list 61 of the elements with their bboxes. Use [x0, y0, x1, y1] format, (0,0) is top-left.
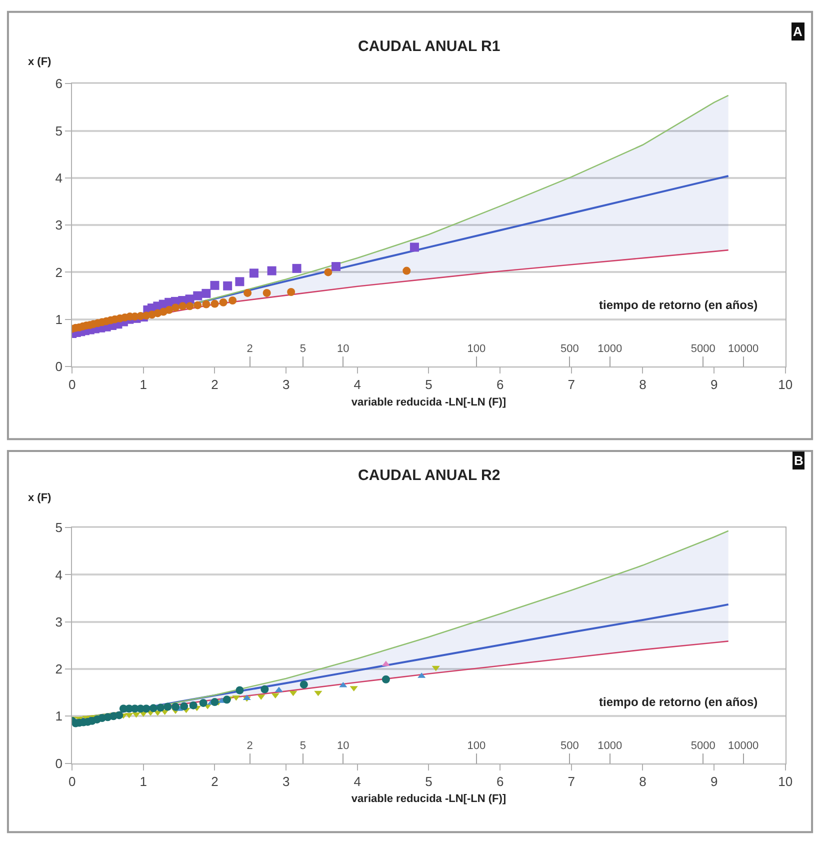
x2-tick-label: 5: [300, 343, 306, 356]
y-tick-label: 5: [55, 123, 62, 138]
y-axis-title: x (F): [28, 56, 52, 68]
x2-tick-label: 2: [246, 343, 253, 356]
x-tick-label: 5: [425, 377, 432, 392]
y-axis-title: x (F): [28, 492, 52, 504]
y-tick-label: 1: [55, 312, 62, 327]
x-tick-label: 7: [568, 774, 576, 789]
y-tick-label: 3: [55, 614, 62, 630]
x-tick-label: 9: [710, 774, 718, 789]
x2-tick-label: 5000: [690, 740, 716, 752]
x2-tick-label: 1000: [598, 343, 622, 356]
x2-tick-label: 500: [560, 740, 579, 752]
x-tick-label: 8: [639, 377, 646, 392]
x-tick-label: 4: [354, 774, 362, 789]
y-tick-label: 2: [55, 662, 62, 677]
x-tick-label: 8: [639, 774, 646, 789]
text: B: [794, 453, 804, 468]
x2-tick-label: 10000: [728, 740, 759, 752]
annotation: tiempo de retorno (en años): [599, 695, 758, 709]
x2-tick-label: 2: [246, 740, 253, 752]
x-tick-label: 5: [425, 774, 432, 789]
x-tick-label: 3: [282, 377, 290, 392]
x2-tick-label: 10: [336, 740, 350, 752]
x2-tick-label: 1000: [598, 740, 622, 752]
y-tick-label: 6: [55, 76, 62, 92]
x2-tick-label: 100: [467, 343, 486, 356]
x-tick-label: 4: [354, 377, 362, 392]
x2-tick-label: 10000: [728, 343, 759, 356]
x2-tick-label: 500: [560, 343, 579, 356]
y-tick-label: 0: [55, 756, 62, 771]
x-tick-label: 10: [778, 774, 793, 789]
chart-title: CAUDAL ANUAL R1: [358, 38, 500, 55]
y-tick-label: 5: [55, 520, 62, 536]
x-axis-title: variable reducida -LN[-LN (F)]: [351, 793, 506, 806]
x-tick-label: 7: [568, 377, 576, 392]
x-tick-label: 6: [496, 774, 504, 789]
x-tick-label: 9: [710, 377, 718, 392]
text: A: [793, 24, 803, 39]
x2-tick-label: 100: [467, 740, 486, 752]
y-tick-label: 2: [55, 264, 62, 280]
x2-tick-label: 5000: [690, 343, 716, 356]
y-tick-label: 0: [55, 359, 62, 374]
chart-title: CAUDAL ANUAL R2: [358, 467, 500, 484]
x-tick-label: 2: [211, 774, 218, 789]
x-tick-label: 0: [68, 377, 76, 392]
y-tick-label: 3: [55, 218, 62, 233]
y-tick-label: 4: [55, 170, 62, 186]
x-tick-label: 1: [140, 377, 148, 392]
x2-tick-label: 5: [300, 740, 306, 752]
x-axis-title: variable reducida -LN[-LN (F)]: [351, 396, 506, 408]
x-tick-label: 2: [211, 377, 218, 392]
x2-tick-label: 10: [336, 343, 350, 356]
y-tick-label: 1: [55, 708, 62, 724]
y-tick-label: 4: [55, 567, 62, 582]
x-tick-label: 3: [282, 774, 290, 789]
x-tick-label: 6: [496, 377, 504, 392]
x-tick-label: 10: [778, 377, 793, 392]
annotation: tiempo de retorno (en años): [599, 298, 758, 312]
x-tick-label: 0: [68, 774, 76, 789]
x-tick-label: 1: [140, 774, 148, 789]
